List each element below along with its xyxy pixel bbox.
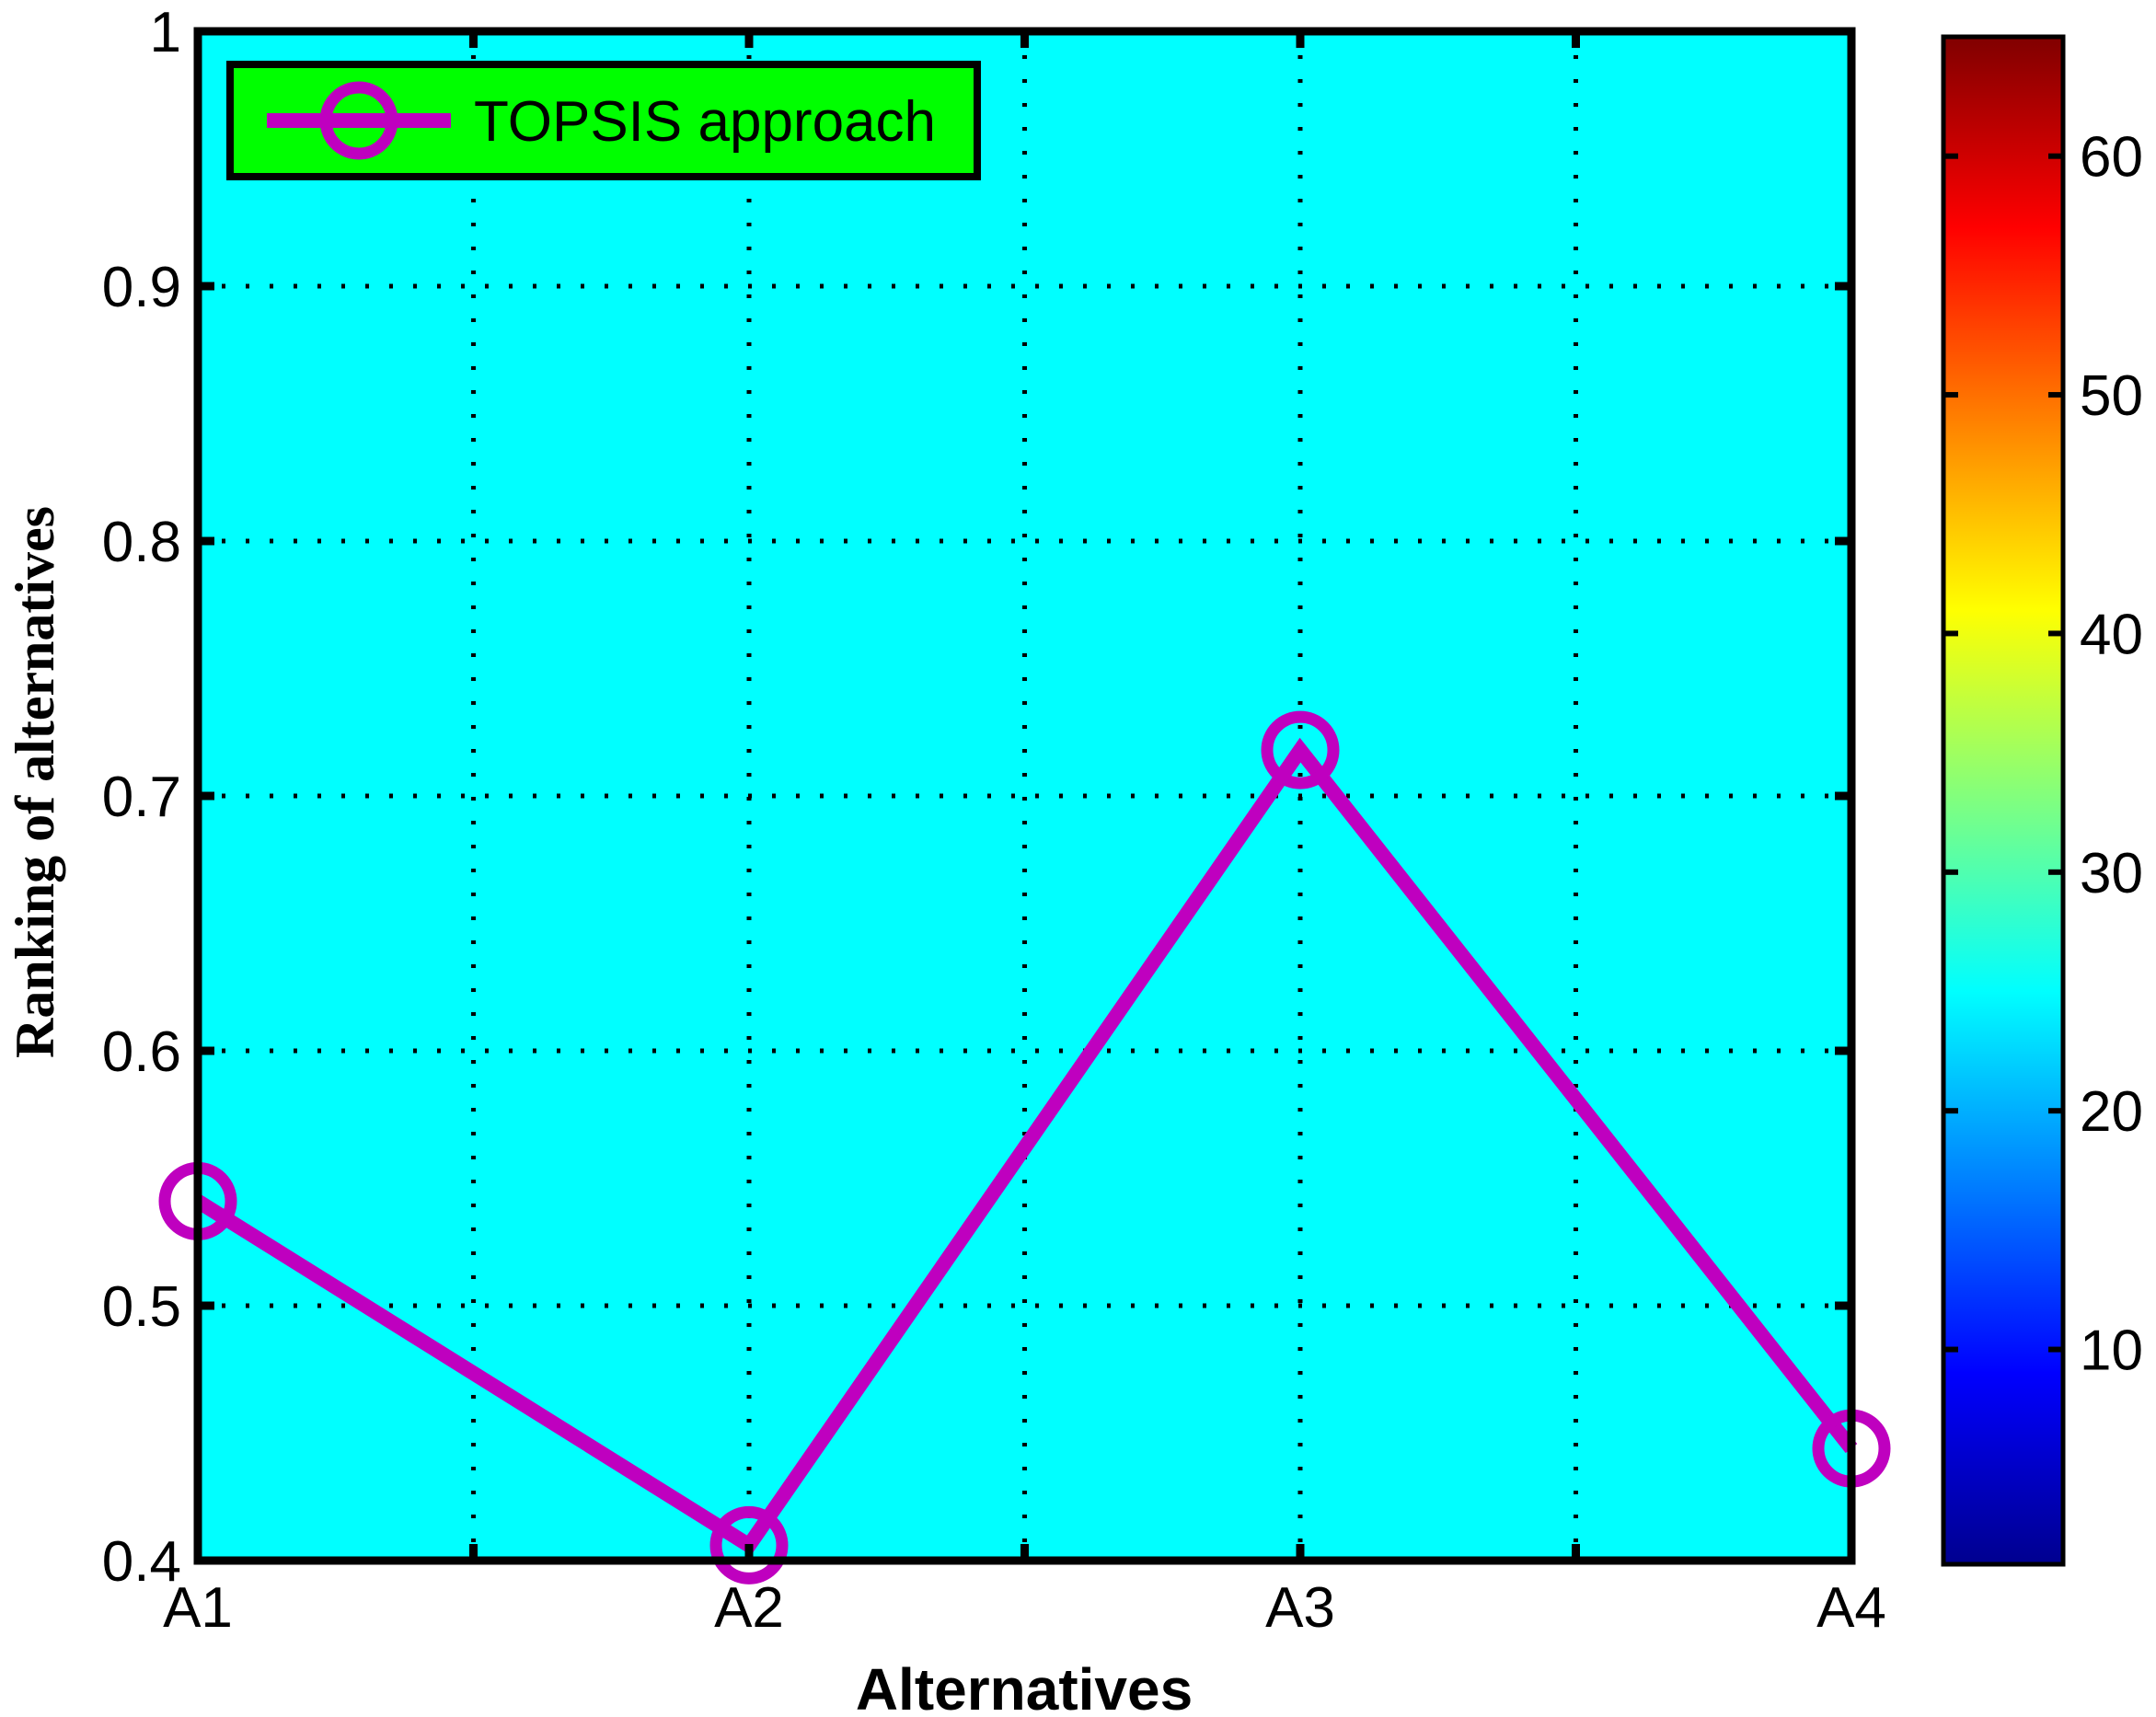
x-tick-label: A3 bbox=[1265, 1576, 1335, 1640]
y-tick-label: 1 bbox=[150, 1, 181, 64]
legend-entry-topsis: TOPSIS approach bbox=[474, 90, 936, 154]
legend-marker bbox=[319, 81, 398, 160]
y-axis-label: Ranking of alternatives bbox=[5, 506, 65, 1058]
x-tick-label: A4 bbox=[1816, 1576, 1886, 1640]
axis-ticks bbox=[193, 27, 1856, 1565]
x-axis-tick-labels: A1 A2 A3 A4 bbox=[163, 1576, 1886, 1640]
colorbar-tick-label: 20 bbox=[2080, 1080, 2143, 1144]
plot-area bbox=[198, 31, 1851, 1561]
y-tick-label: 0.4 bbox=[102, 1530, 181, 1594]
y-tick-label: 0.9 bbox=[102, 256, 181, 319]
x-tick-label: A2 bbox=[714, 1576, 784, 1640]
y-axis-tick-labels: 0.4 0.5 0.6 0.7 0.8 0.9 1 bbox=[102, 1, 181, 1594]
series-line bbox=[193, 737, 1858, 1556]
y-tick-label: 0.5 bbox=[102, 1275, 181, 1339]
colorbar: 10 20 30 40 50 60 bbox=[1941, 34, 2143, 1567]
colorbar-tick-label: 50 bbox=[2080, 364, 2143, 428]
legend: TOPSIS approach bbox=[226, 61, 981, 180]
data-point bbox=[1261, 710, 1340, 789]
y-tick-label: 0.6 bbox=[102, 1020, 181, 1084]
colorbar-ticks: 10 20 30 40 50 60 bbox=[1943, 126, 2143, 1383]
colorbar-tick-label: 30 bbox=[2080, 842, 2143, 905]
colorbar-tick-label: 40 bbox=[2080, 603, 2143, 666]
y-tick-label: 0.7 bbox=[102, 766, 181, 829]
y-tick-label: 0.8 bbox=[102, 511, 181, 574]
colorbar-tick-label: 10 bbox=[2080, 1319, 2143, 1383]
colorbar-gradient bbox=[1941, 34, 2066, 1567]
colorbar-tick-label: 60 bbox=[2080, 126, 2143, 190]
x-tick-label: A1 bbox=[163, 1576, 233, 1640]
data-point bbox=[709, 1505, 789, 1584]
x-axis-label: Alternatives bbox=[856, 1656, 1193, 1717]
